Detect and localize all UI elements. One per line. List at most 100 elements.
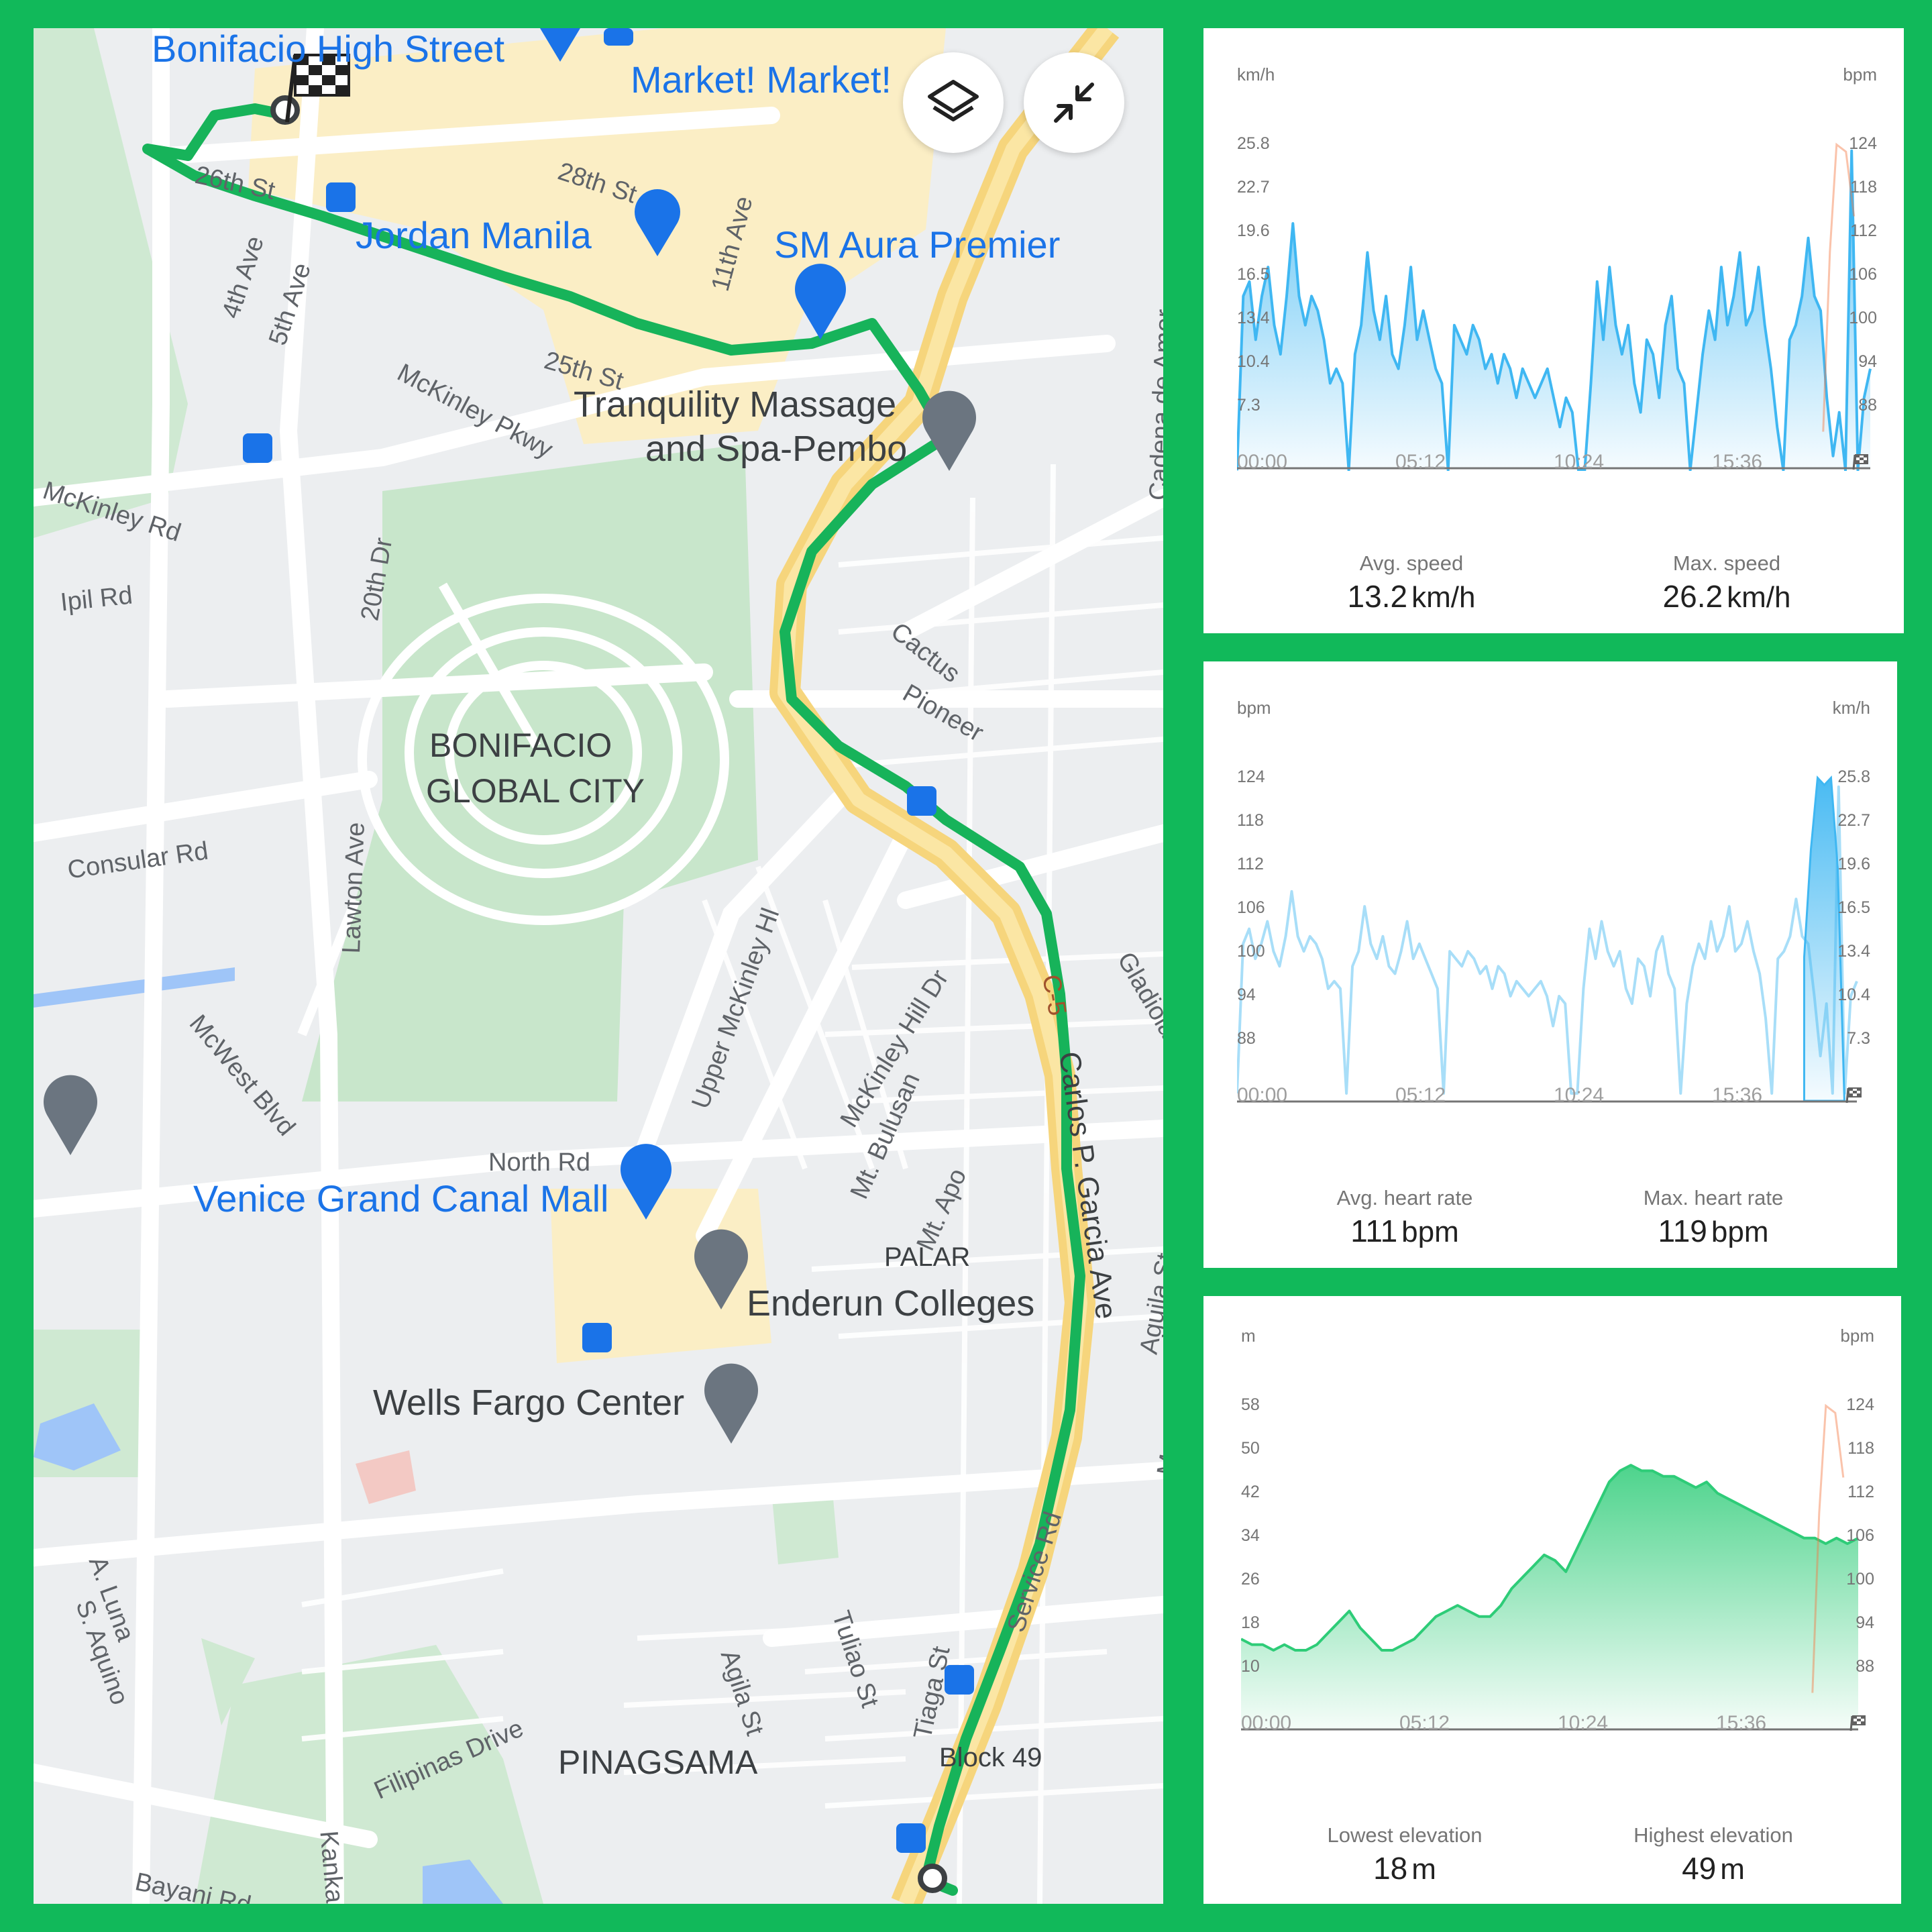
map-view[interactable]: Bonifacio High Street Market! Market! Jo… [34,28,1163,1904]
heart-right-tick: 10.4 [1837,985,1870,1004]
speed-left-unit: km/h [1237,64,1275,85]
map-canvas[interactable] [34,28,1163,1904]
speed-stat-value: 26.2 km/h [1593,578,1861,614]
poi-wells-fargo[interactable]: Wells Fargo Center [373,1383,685,1423]
area-palar: PALAR [884,1242,971,1272]
heart-overlay-line [1822,142,1856,432]
heart-stat-number: 111 [1350,1214,1398,1248]
collapse-icon [1054,83,1094,123]
collapse-map-button[interactable] [1024,52,1124,153]
elevation-left-tick: 26 [1241,1570,1260,1589]
heart-right-tick: 19.6 [1837,855,1870,873]
elevation-right-tick: 106 [1846,1526,1874,1545]
speed-right-tick: 118 [1850,178,1877,197]
heart-right-tick: 7.3 [1847,1029,1870,1048]
speed-right-tick: 112 [1850,221,1877,240]
bus-stop-icon [243,28,974,1853]
elevation-stat-label: Lowest elevation [1327,1823,1483,1847]
speed-stat-number: 26.2 [1662,579,1723,614]
elevation-stat-number: 18 [1373,1851,1408,1886]
elevation-right-tick: 88 [1856,1657,1874,1676]
heart-right-tick: 25.8 [1837,767,1870,786]
elevation-stat-label: Highest elevation [1633,1823,1793,1847]
speed-area-fill [1237,150,1870,471]
poi-market-market[interactable]: Market! Market! [631,58,892,101]
heart-rate-chart[interactable] [1237,742,1864,1104]
elevation-right-tick: 124 [1846,1395,1874,1414]
elevation-right-unit: bpm [1840,1326,1874,1346]
elevation-x-tick: 00:00 [1241,1712,1292,1734]
heart-right-tick: 22.7 [1837,811,1870,830]
elevation-left-tick: 34 [1241,1526,1260,1545]
heart-stat-value: 119 bpm [1579,1213,1847,1249]
speed-chart[interactable] [1237,109,1877,471]
heart-x-tick: 00:00 [1237,1084,1288,1106]
poi-jordan-manila[interactable]: Jordan Manila [356,214,592,256]
layers-button[interactable] [903,52,1004,153]
elevation-right-tick: 100 [1846,1570,1874,1589]
heart-series-line [1237,785,1858,1095]
elevation-left-tick: 10 [1241,1657,1260,1676]
street-lawton-ave: Lawton Ave [337,821,370,955]
speed-stat-label: Avg. speed [1359,551,1464,575]
checkered-flag-icon [285,54,350,123]
speed-series-line [1237,149,1872,471]
heart-rate-chart-panel: bpm km/h 124 118 112 106 100 94 88 25.8 22.7 19.6… [1203,661,1897,1268]
speed-right-tick: 100 [1849,309,1877,327]
speed-right-tick: 106 [1849,265,1877,284]
speed-stat-unit: km/h [1411,581,1476,614]
park-area [302,444,758,1102]
heart-left-tick: 106 [1237,898,1265,917]
heart-stat-value: 111 bpm [1271,1213,1539,1249]
speed-left-tick: 10.4 [1237,352,1270,371]
elevation-stat-unit: m [1720,1853,1745,1886]
elevation-stat-unit: m [1411,1853,1436,1886]
speed-x-tick: 00:00 [1237,451,1288,473]
checkered-flag-icon [1851,453,1870,471]
heart-left-tick: 100 [1237,942,1265,961]
elevation-series-line [1241,1464,1859,1652]
checkered-flag-icon [1845,1087,1864,1104]
park-area [34,28,188,538]
area-pinagsama: PINAGSAMA [558,1743,758,1781]
speed-left-tick: 16.5 [1237,265,1270,284]
heart-x-tick: 05:12 [1395,1084,1446,1106]
poi-venice-grand-canal[interactable]: Venice Grand Canal Mall [193,1177,609,1220]
area-bgc-line2: GLOBAL CITY [426,772,645,810]
water-area [34,967,235,1008]
elevation-left-tick: 58 [1241,1395,1260,1414]
water-area [34,1403,121,1470]
heart-right-tick: 13.4 [1837,942,1870,961]
elevation-chart[interactable] [1241,1370,1865,1732]
speed-right-tick: 124 [1849,134,1877,153]
speed-right-unit: bpm [1843,64,1877,85]
elevation-stat-value: 49 m [1579,1850,1847,1886]
park-area [201,1638,255,1725]
poi-sm-aura[interactable]: SM Aura Premier [774,223,1061,266]
elevation-left-tick: 18 [1241,1613,1260,1632]
elevation-stat-value: 18 m [1271,1850,1539,1886]
building-area [356,1450,416,1504]
heart-x-tick: 10:24 [1554,1084,1605,1106]
elevation-right-tick: 112 [1847,1483,1874,1501]
elevation-x-tick: 10:24 [1558,1712,1609,1734]
speed-right-tick: 94 [1858,352,1877,371]
layers-icon [928,80,979,121]
street-north-rd: North Rd [488,1148,591,1177]
heart-overlay-line [1811,1403,1845,1693]
heart-stat-unit: bpm [1711,1216,1769,1248]
shopping-pin-icon [540,28,846,1220]
heart-x-tick: 15:36 [1712,1084,1763,1106]
area-bgc-line1: BONIFACIO [429,727,612,764]
elevation-stat-number: 49 [1682,1851,1717,1886]
elevation-x-tick: 05:12 [1399,1712,1450,1734]
route-line [142,103,1085,1896]
poi-tranquility-line2[interactable]: and Spa-Pembo [645,429,908,469]
poi-tranquility-line1[interactable]: Tranquility Massage [574,384,897,425]
speed-left-tick: 13.4 [1237,309,1270,327]
poi-enderun-colleges[interactable]: Enderun Colleges [747,1283,1035,1324]
speed-stat-label: Max. speed [1672,551,1781,575]
heart-left-unit: bpm [1237,698,1271,718]
poi-bonifacio-high-street[interactable]: Bonifacio High Street [152,28,505,70]
elevation-right-tick: 94 [1856,1613,1874,1632]
